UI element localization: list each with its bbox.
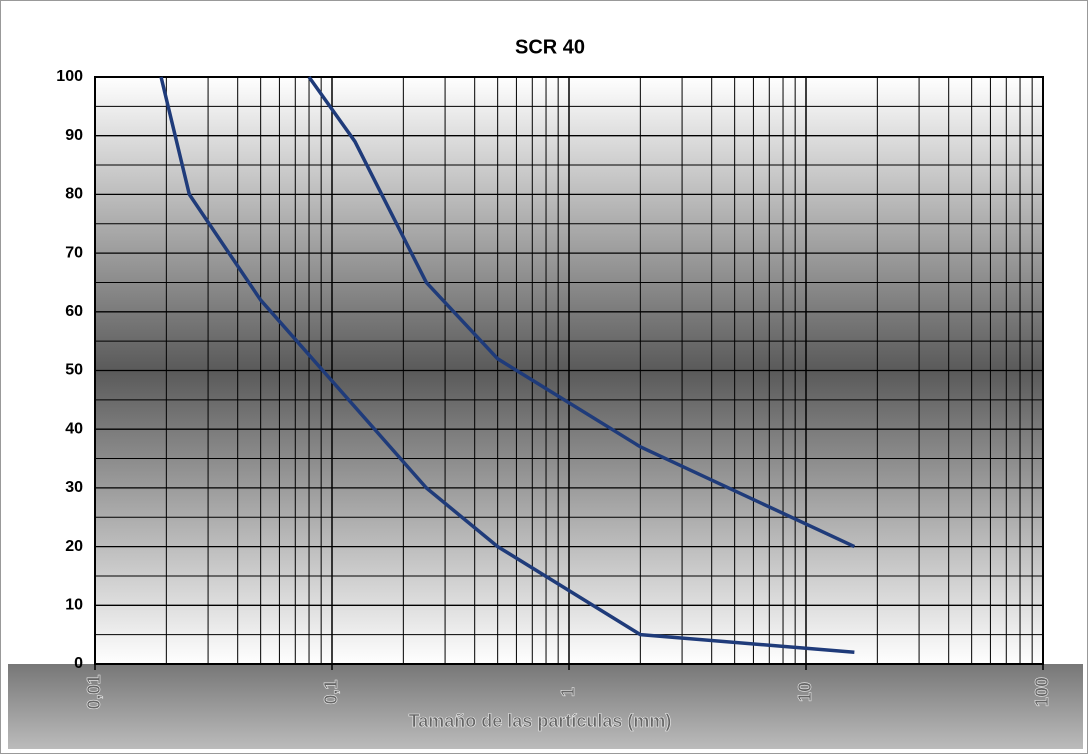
x-tick-label: 10 [795,682,815,702]
y-tick-label: 90 [65,127,83,144]
y-tick-label: 80 [65,186,83,203]
y-tick-label: 50 [65,362,83,379]
y-tick-label: 10 [65,597,83,614]
x-axis-label: Tamaño de las partículas (mm) [409,711,672,731]
chart-title: SCR 40 [515,36,585,58]
y-tick-label: 40 [65,420,83,437]
y-tick-label: 60 [65,303,83,320]
x-tick-label: 100 [1032,677,1052,707]
plot-border [94,76,1044,665]
y-tick-label: 100 [56,68,83,85]
series-line [159,76,855,655]
y-tick-label: 70 [65,244,83,261]
y-tick-label: 30 [65,479,83,496]
x-tick-label: 0,1 [321,679,341,704]
series-line [307,75,856,549]
y-tick-label: 20 [65,538,83,555]
x-tick-label: 1 [558,687,578,697]
x-tick-label: 0,01 [84,674,104,709]
y-tick-label: 0 [74,655,83,672]
axis-band [8,664,1083,749]
